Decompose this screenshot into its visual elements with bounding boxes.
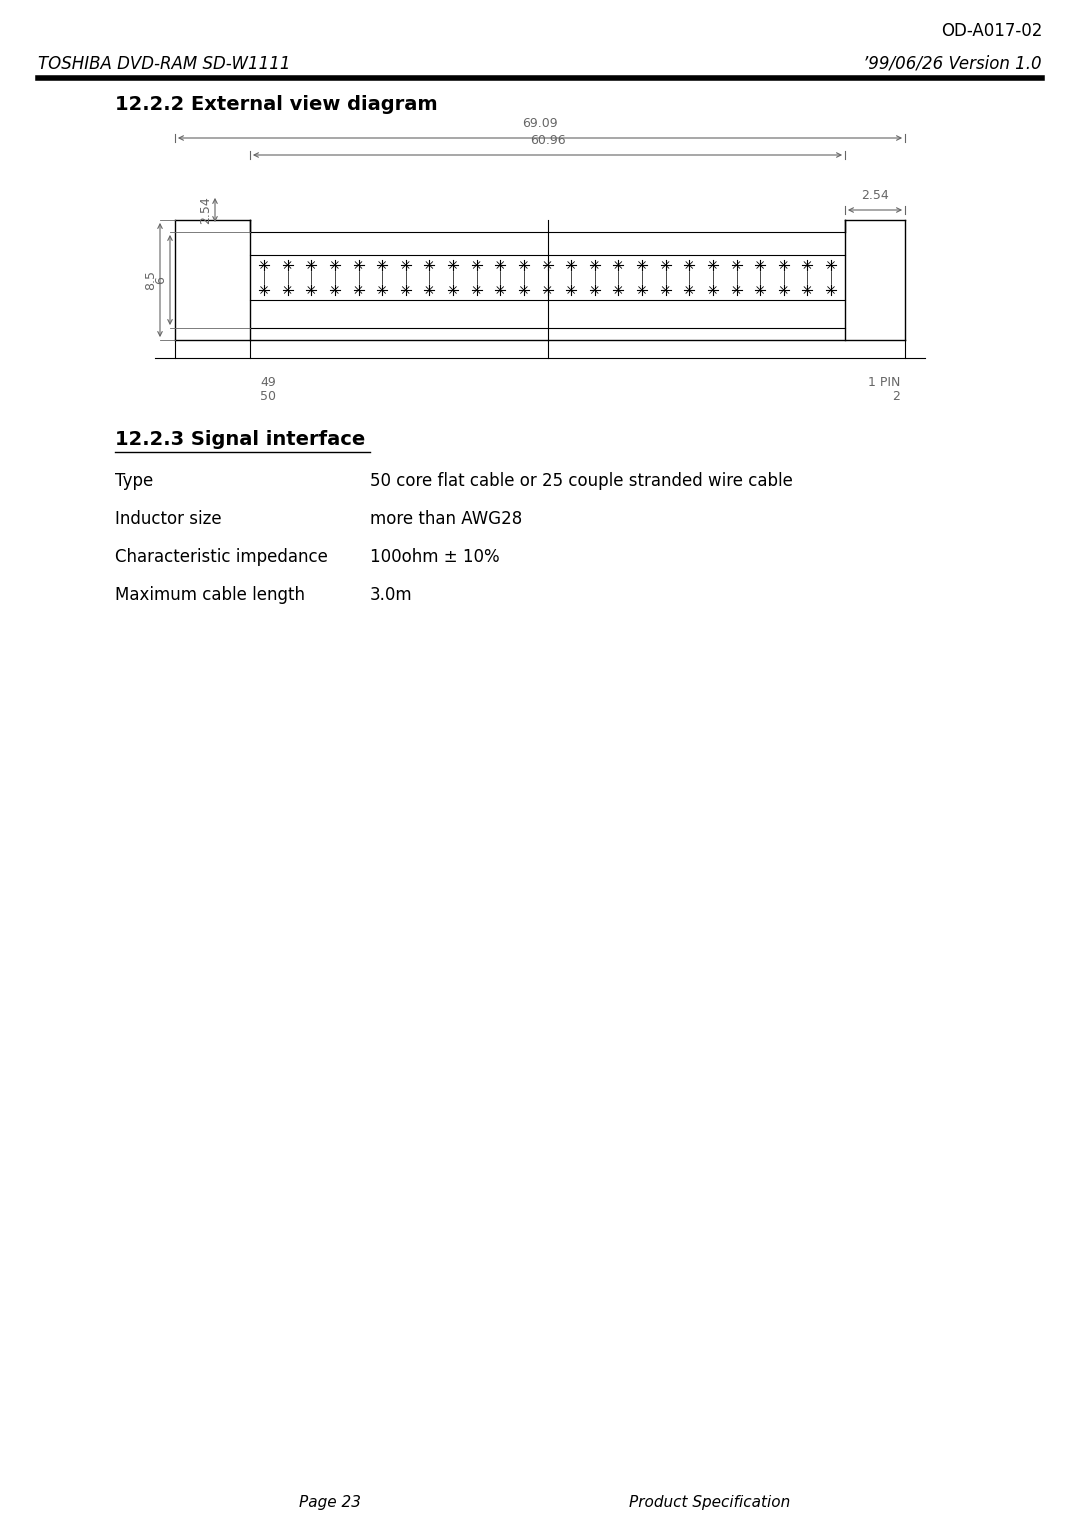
Text: Characteristic impedance: Characteristic impedance — [114, 549, 328, 565]
Text: 1 PIN: 1 PIN — [867, 376, 900, 390]
Text: ’99/06/26 Version 1.0: ’99/06/26 Version 1.0 — [863, 55, 1042, 73]
Text: Type: Type — [114, 472, 153, 490]
Text: 50 core flat cable or 25 couple stranded wire cable: 50 core flat cable or 25 couple stranded… — [370, 472, 793, 490]
Text: 69.09: 69.09 — [523, 118, 557, 130]
Text: 8.5: 8.5 — [144, 270, 157, 290]
Text: more than AWG28: more than AWG28 — [370, 510, 523, 529]
Text: 49: 49 — [260, 376, 275, 390]
Text: OD-A017-02: OD-A017-02 — [941, 21, 1042, 40]
Text: 2.54: 2.54 — [199, 196, 212, 225]
Text: 12.2.2 External view diagram: 12.2.2 External view diagram — [114, 95, 437, 115]
Text: 3.0m: 3.0m — [370, 587, 413, 604]
Text: TOSHIBA DVD-RAM SD-W1111: TOSHIBA DVD-RAM SD-W1111 — [38, 55, 291, 73]
Text: 50: 50 — [260, 390, 276, 403]
Text: 60.96: 60.96 — [529, 134, 565, 147]
Text: 2.54: 2.54 — [861, 189, 889, 202]
Text: 2: 2 — [892, 390, 900, 403]
Text: Inductor size: Inductor size — [114, 510, 221, 529]
Text: Page 23: Page 23 — [299, 1494, 361, 1510]
Text: 100ohm ± 10%: 100ohm ± 10% — [370, 549, 500, 565]
Text: 12.2.3 Signal interface: 12.2.3 Signal interface — [114, 429, 365, 449]
Text: 6: 6 — [154, 277, 167, 284]
Text: Maximum cable length: Maximum cable length — [114, 587, 305, 604]
Text: Product Specification: Product Specification — [630, 1494, 791, 1510]
